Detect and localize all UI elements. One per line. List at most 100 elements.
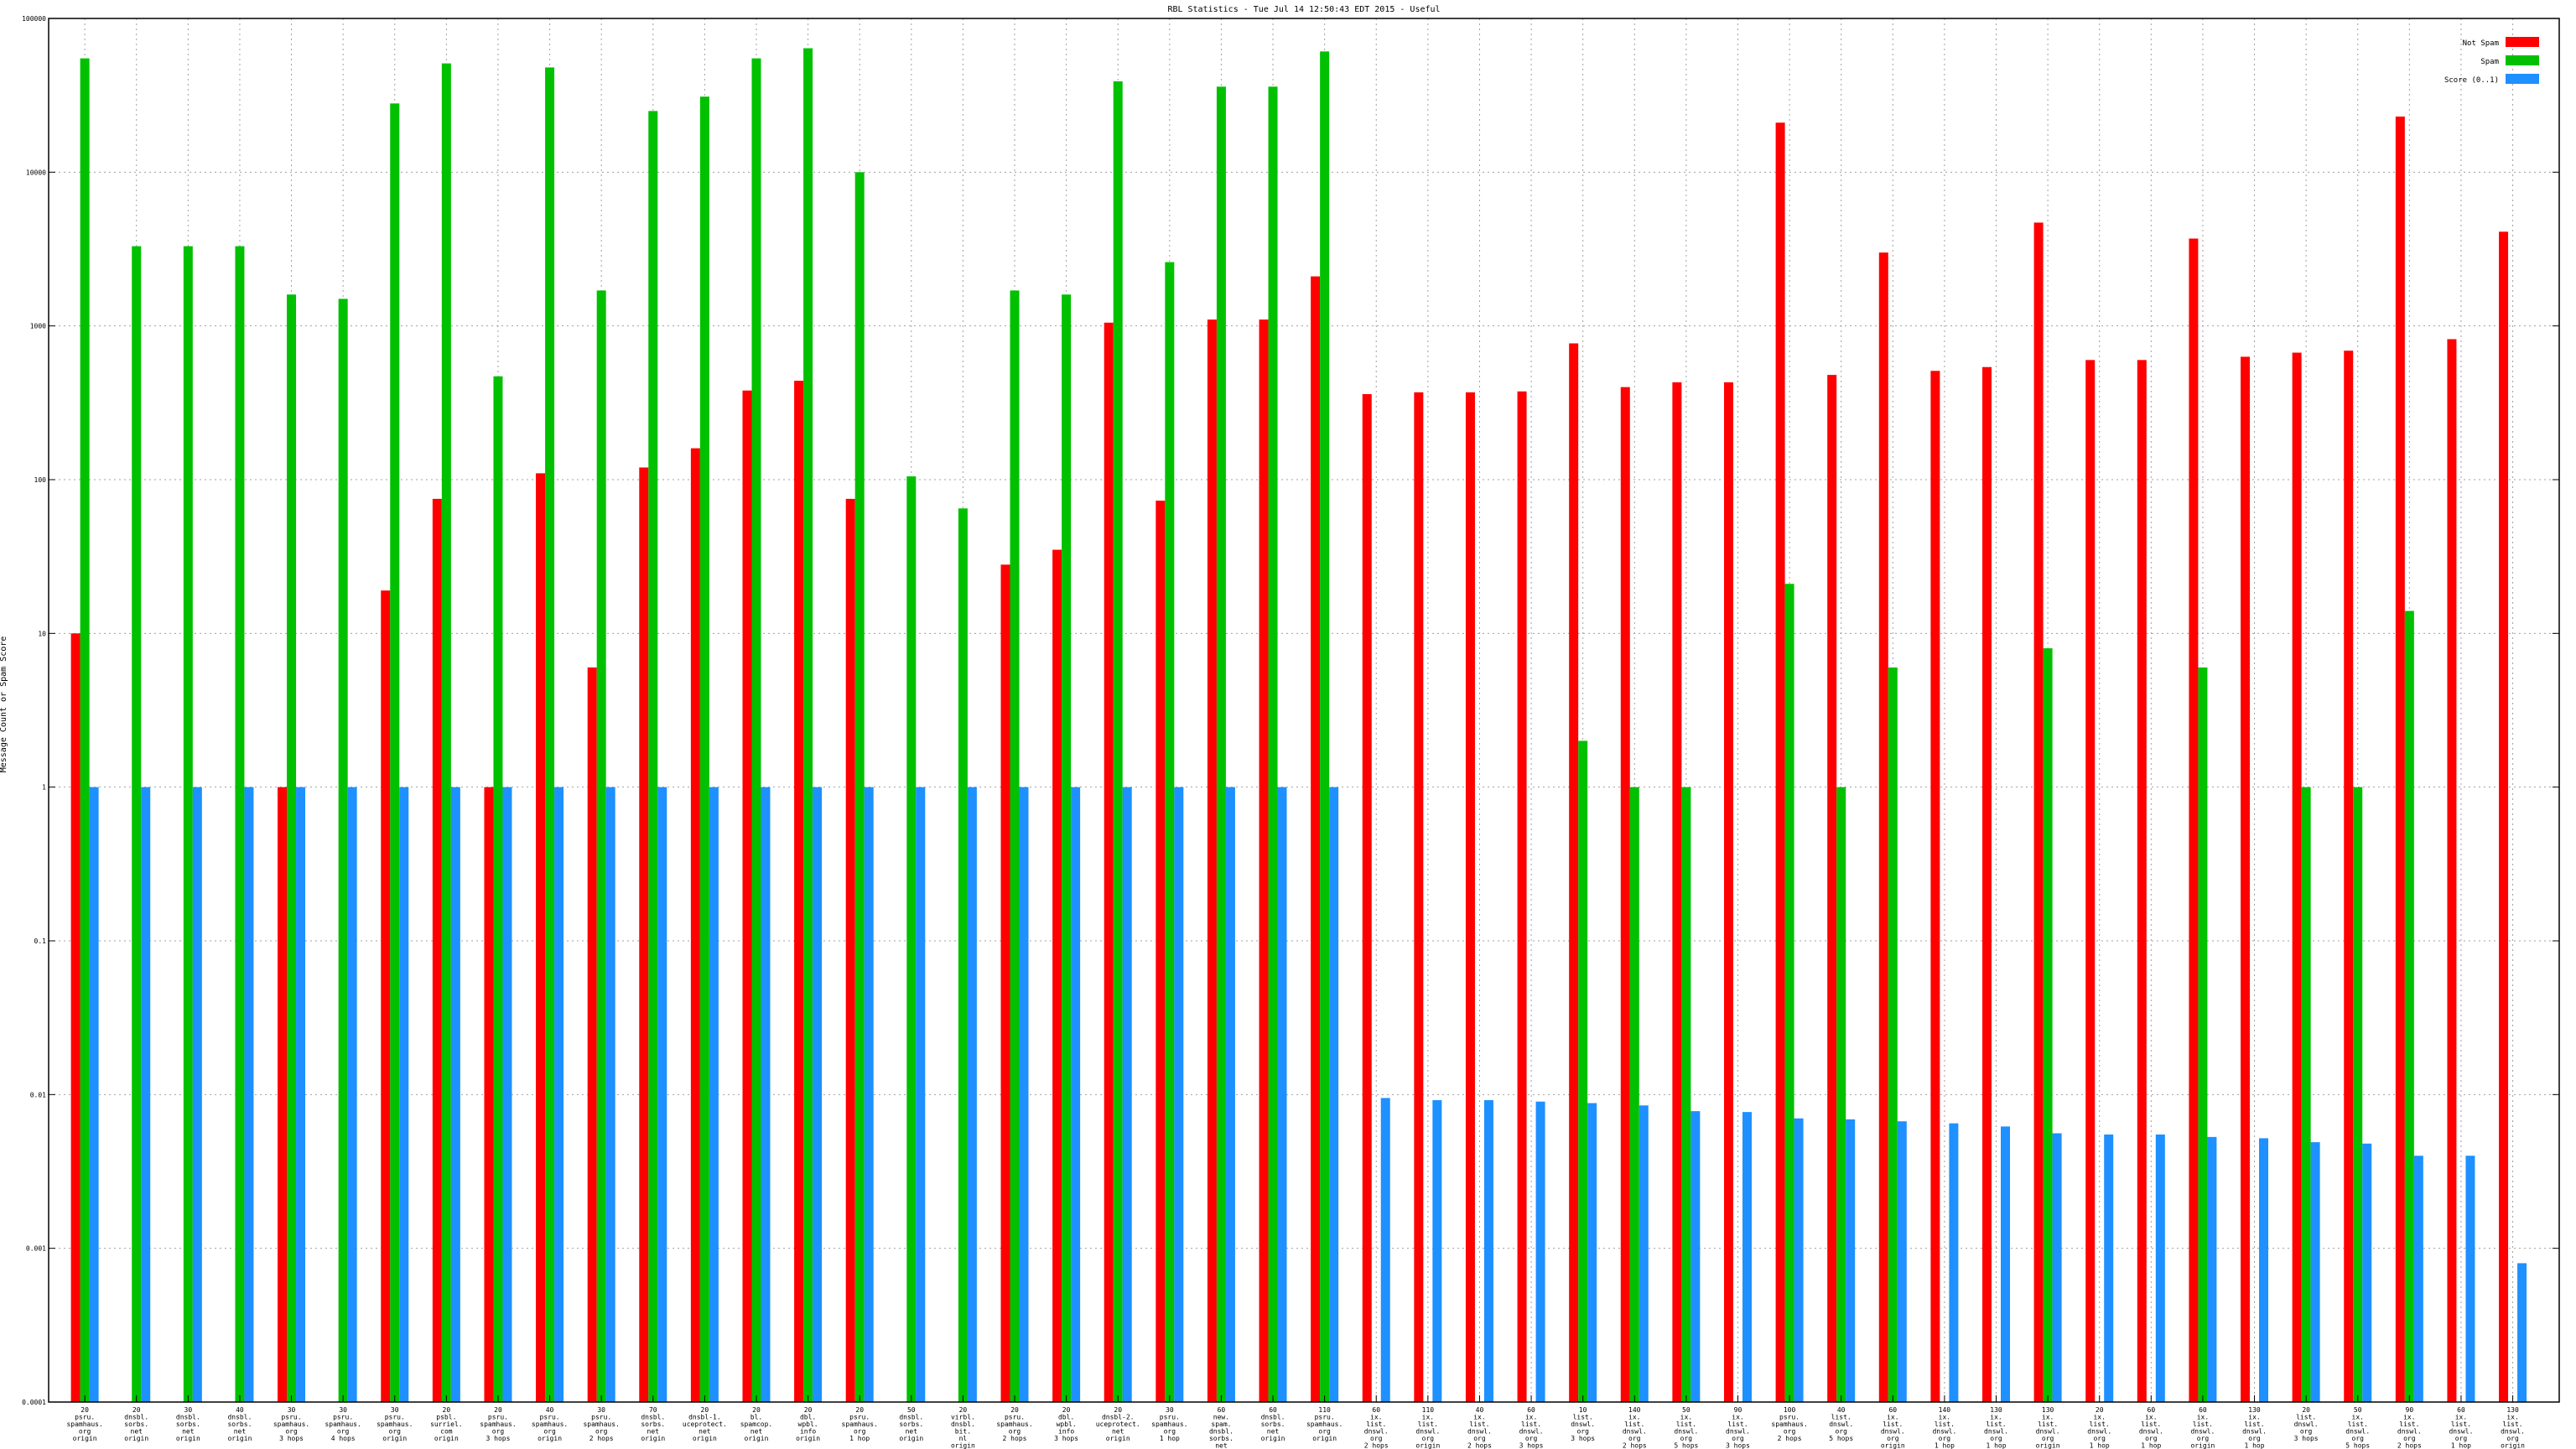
- x-tick-label-line: psru.: [540, 1414, 560, 1421]
- bar-not-spam: [1982, 366, 1992, 1403]
- x-tick-label-line: dnsbl.: [1261, 1414, 1285, 1421]
- x-tick-label-line: 2 hops: [1003, 1435, 1027, 1442]
- bar-not-spam: [1723, 382, 1733, 1402]
- y-tick-label: 0.001: [26, 1245, 46, 1253]
- x-tick-label-line: 2 hops: [1364, 1442, 1389, 1449]
- bar-score-0-1: [502, 787, 512, 1402]
- bar-not-spam: [1259, 319, 1269, 1402]
- x-tick-label-line: net: [234, 1428, 247, 1436]
- x-tick-label-line: 1 hop: [1160, 1435, 1180, 1442]
- bar-spam: [906, 476, 917, 1403]
- x-tick-label: 40 list. dnswl. org 5 hops: [1829, 1406, 1853, 1442]
- bar-spam: [1681, 787, 1691, 1402]
- x-tick-label-line: 40: [546, 1406, 554, 1414]
- x-tick-label-line: origin: [382, 1435, 407, 1442]
- x-tick-label-line: 40: [1476, 1406, 1484, 1414]
- bar-spam: [1062, 294, 1072, 1403]
- x-tick-label-line: dnsbl-2.: [1102, 1414, 1135, 1421]
- x-tick-label: 20 ix. list. dnswl. org 1 hop: [2087, 1406, 2111, 1449]
- x-tick-label-line: psbl.: [436, 1414, 456, 1421]
- x-tick-label-line: dnswl.: [2036, 1428, 2060, 1436]
- x-tick-label-line: info: [1058, 1428, 1074, 1436]
- x-tick-label-line: dnsbl.: [227, 1414, 252, 1421]
- bar-spam: [2198, 667, 2208, 1402]
- x-tick-label-line: ix.: [2145, 1414, 2157, 1421]
- x-tick-label-line: 90: [2406, 1406, 2414, 1414]
- x-tick-label: 50 ix. list. dnswl. org 5 hops: [1674, 1406, 1698, 1449]
- x-tick-label-line: dnsbl.: [641, 1414, 665, 1421]
- bar-score-0-1: [605, 787, 615, 1402]
- bar-not-spam: [1620, 387, 1630, 1403]
- bar-not-spam: [2499, 231, 2509, 1402]
- x-tick-label-line: dnsbl.: [176, 1414, 200, 1421]
- bar-score-0-1: [1122, 787, 1132, 1402]
- bar-score-0-1: [1690, 1111, 1701, 1402]
- x-tick-label-line: spamhaus.: [1151, 1420, 1187, 1428]
- x-tick-label-line: org: [1164, 1428, 1176, 1436]
- x-tick-label-line: org: [1835, 1428, 1847, 1436]
- bar-spam: [1268, 86, 1278, 1403]
- x-tick-label-line: org: [2403, 1435, 2416, 1442]
- x-tick-label-line: 60: [2148, 1406, 2156, 1414]
- x-tick-label-line: ix.: [1628, 1414, 1640, 1421]
- x-tick-label-line: list.: [1573, 1414, 1593, 1421]
- bar-spam: [1320, 51, 1330, 1402]
- x-tick-label: 100 psru. spamhaus. org 2 hops: [1771, 1406, 1807, 1442]
- x-tick-label: 60 ix. list. dnswl. org 3 hops: [1519, 1406, 1544, 1449]
- bar-score-0-1: [244, 787, 254, 1402]
- x-tick-label-line: 110: [1318, 1406, 1331, 1414]
- x-tick-label-line: 1 hop: [2090, 1442, 2110, 1449]
- bar-not-spam: [1052, 549, 1062, 1402]
- x-tick-label-line: 20: [443, 1406, 451, 1414]
- chart-title: RBL Statistics - Tue Jul 14 12:50:43 EDT…: [1167, 5, 1440, 14]
- x-tick-label-line: 20: [2096, 1406, 2104, 1414]
- x-tick-label-line: ix.: [1990, 1414, 2002, 1421]
- x-tick-label-line: origin: [2190, 1442, 2215, 1449]
- x-tick-label-line: dbl.: [1058, 1414, 1074, 1421]
- bar-spam: [1784, 584, 1794, 1402]
- x-tick-label-line: org: [854, 1428, 866, 1436]
- bar-score-0-1: [1535, 1101, 1545, 1402]
- x-tick-label: 130 ix. list. dnswl. org origin: [2501, 1406, 2525, 1449]
- x-tick-label-line: dnswl.: [1467, 1428, 1492, 1436]
- x-tick-label: 90 ix. list. dnswl. org 3 hops: [1726, 1406, 1750, 1449]
- x-tick-label: 70 dnsbl. sorbs. net origin: [641, 1406, 665, 1442]
- x-tick-label-line: 60: [1372, 1406, 1380, 1414]
- x-tick-label-line: spamhaus.: [377, 1420, 413, 1428]
- x-tick-label: 60 ix. list. dnswl. org 1 hop: [2449, 1406, 2473, 1449]
- x-tick-label-line: 5 hops: [2345, 1442, 2370, 1449]
- bar-score-0-1: [192, 787, 202, 1402]
- x-tick-label-line: psru.: [849, 1414, 870, 1421]
- x-tick-label: 20 psru. spamhaus. org origin: [66, 1406, 102, 1442]
- x-tick-label-line: list.: [2399, 1420, 2419, 1428]
- x-tick-label-line: dnswl.: [1881, 1428, 1905, 1436]
- x-tick-label-line: sorbs.: [227, 1420, 252, 1428]
- x-tick-label-line: dnsbl.: [124, 1414, 148, 1421]
- bar-not-spam: [70, 633, 80, 1402]
- x-tick-label-line: 50: [1682, 1406, 1690, 1414]
- bar-not-spam: [1827, 375, 1837, 1403]
- x-tick-label-line: sorbs.: [641, 1420, 665, 1428]
- x-tick-label-line: origin: [1312, 1435, 1337, 1442]
- x-tick-label-line: 130: [1990, 1406, 2002, 1414]
- y-tick-label: 1000: [30, 323, 46, 330]
- bar-score-0-1: [864, 787, 874, 1402]
- x-tick-label-line: org: [2093, 1435, 2106, 1442]
- bar-not-spam: [381, 590, 391, 1402]
- bar-not-spam: [2292, 352, 2302, 1402]
- bar-score-0-1: [1949, 1123, 1959, 1402]
- x-tick-label-line: dnsbl-1.: [688, 1414, 721, 1421]
- x-tick-label-line: 4 hops: [331, 1435, 356, 1442]
- x-tick-label-line: list.: [2141, 1420, 2161, 1428]
- bar-score-0-1: [2259, 1138, 2269, 1402]
- x-tick-label-line: 140: [1939, 1406, 1951, 1414]
- bar-not-spam: [2033, 222, 2044, 1402]
- x-tick-label-line: org: [1370, 1435, 1383, 1442]
- x-tick-label-line: net: [1267, 1428, 1280, 1436]
- bar-not-spam: [587, 667, 597, 1402]
- x-tick-label-line: 70: [649, 1406, 657, 1414]
- x-tick-label-line: psru.: [281, 1414, 301, 1421]
- bar-score-0-1: [2207, 1136, 2217, 1402]
- bar-spam: [1836, 787, 1846, 1402]
